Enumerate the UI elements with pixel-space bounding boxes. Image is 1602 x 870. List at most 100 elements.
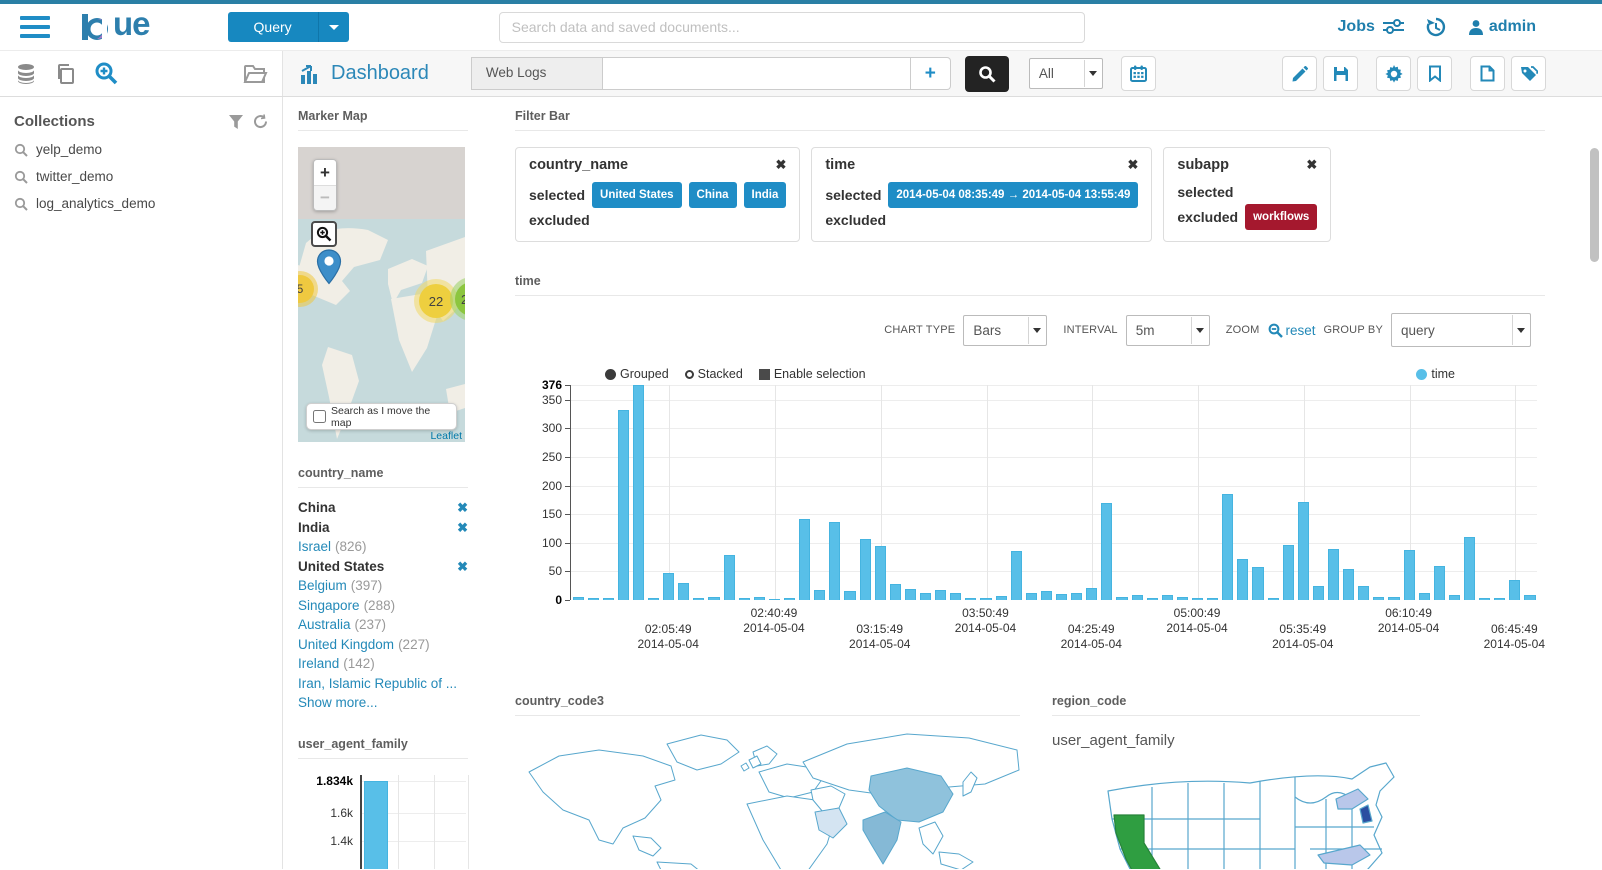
marker-cluster-mid[interactable]: 22 [419, 284, 453, 318]
open-folder-icon[interactable] [242, 62, 268, 86]
facet-value-link[interactable]: United Kingdom [298, 636, 395, 652]
filter-chip[interactable]: United States [592, 182, 682, 208]
bar[interactable] [1161, 595, 1173, 600]
bar[interactable] [1176, 596, 1188, 600]
bar[interactable] [693, 598, 705, 600]
bookmark-button[interactable] [1417, 56, 1452, 91]
filter-chip[interactable]: 2014-05-04 08:35:49 → 2014-05-04 13:55:4… [888, 182, 1139, 208]
tags-button[interactable] [1511, 56, 1546, 91]
bar[interactable] [784, 598, 796, 600]
bar[interactable] [965, 598, 977, 600]
bar[interactable] [678, 583, 690, 600]
bar[interactable] [920, 593, 932, 600]
database-icon[interactable] [14, 62, 38, 86]
legend-series-time[interactable]: time [1416, 367, 1455, 381]
bar[interactable] [995, 596, 1007, 600]
calendar-button[interactable] [1120, 56, 1156, 91]
facet-value-selected[interactable]: China [298, 500, 336, 515]
bar[interactable] [1524, 595, 1536, 600]
facet-remove-icon[interactable]: ✖ [457, 558, 468, 574]
marker-cluster-left-ring[interactable]: 5 [298, 271, 318, 307]
bar[interactable] [663, 572, 675, 600]
group-by-select[interactable]: query [1391, 313, 1531, 347]
leaflet-attribution-link[interactable]: Leaflet [430, 430, 462, 442]
query-dropdown-caret[interactable] [317, 12, 349, 42]
bar[interactable] [1418, 593, 1430, 600]
new-document-button[interactable] [1470, 56, 1505, 91]
bar[interactable] [829, 521, 841, 600]
map-magnifier-button[interactable] [311, 221, 337, 247]
map-zoom-in-button[interactable]: + [314, 160, 336, 185]
bar[interactable] [1131, 594, 1143, 600]
collection-item[interactable]: yelp_demo [14, 142, 268, 157]
settings-gear-button[interactable] [1376, 56, 1411, 91]
marker-cluster-left[interactable]: 5 [298, 275, 314, 303]
dashboard-query-input[interactable] [602, 57, 911, 90]
bar[interactable] [1222, 494, 1234, 600]
bar[interactable] [844, 591, 856, 600]
facet-value-selected[interactable]: United States [298, 558, 385, 574]
bar[interactable] [1282, 545, 1294, 600]
bar[interactable] [1312, 585, 1324, 600]
zoom-in-icon[interactable] [94, 61, 119, 86]
us-states-map[interactable] [1090, 757, 1420, 869]
bar[interactable] [904, 589, 917, 600]
marker-map[interactable]: + − 5 [298, 147, 465, 442]
bar[interactable] [1191, 598, 1204, 600]
bar[interactable] [708, 596, 720, 600]
search-as-move-checkbox[interactable] [313, 410, 326, 423]
bar[interactable] [1010, 551, 1022, 600]
bar[interactable] [648, 598, 660, 600]
bar[interactable] [1207, 598, 1219, 600]
bar[interactable] [1297, 502, 1309, 600]
bar[interactable] [1373, 596, 1385, 600]
facet-remove-icon[interactable]: ✖ [457, 500, 468, 515]
bar[interactable] [799, 518, 811, 600]
bar[interactable] [1116, 597, 1128, 600]
facet-value-selected[interactable]: India [298, 519, 330, 535]
filter-close-icon[interactable]: ✖ [1127, 157, 1139, 172]
zoom-reset-link[interactable]: reset [1268, 323, 1316, 338]
facet-value-link[interactable]: Belgium [298, 578, 347, 593]
facet-value-link[interactable]: Israel [298, 539, 332, 554]
legend-stacked[interactable]: Stacked [684, 367, 743, 381]
bar[interactable] [814, 590, 826, 600]
add-filter-button[interactable]: + [910, 57, 951, 90]
query-button[interactable]: Query [227, 12, 318, 42]
bar[interactable] [1267, 598, 1279, 600]
bar[interactable] [1040, 590, 1052, 600]
filter-chip[interactable]: India [743, 182, 787, 208]
global-search-input[interactable] [498, 11, 1085, 43]
bar[interactable] [364, 780, 388, 869]
bar[interactable] [1056, 593, 1068, 600]
bar[interactable] [980, 597, 992, 600]
bar[interactable] [889, 584, 901, 600]
filter-close-icon[interactable]: ✖ [1306, 157, 1318, 172]
bar[interactable] [1358, 585, 1370, 600]
bar[interactable] [572, 596, 584, 600]
bar[interactable] [1448, 594, 1460, 600]
bar[interactable] [753, 596, 765, 600]
bar[interactable] [1086, 588, 1098, 600]
bar[interactable] [1101, 502, 1113, 600]
user-menu[interactable]: admin [1468, 18, 1536, 36]
filter-funnel-icon[interactable] [229, 114, 243, 129]
marker-cluster-mid-ring[interactable]: 22 [414, 279, 458, 323]
hue-logo[interactable]: ue [78, 5, 151, 44]
facet-value-link[interactable]: Ireland [298, 656, 340, 671]
bar[interactable] [950, 593, 962, 600]
query-split-button[interactable]: Query [227, 12, 349, 42]
bar[interactable] [1327, 549, 1340, 600]
bar[interactable] [935, 590, 947, 600]
bar[interactable] [1433, 565, 1445, 600]
filter-close-icon[interactable]: ✖ [775, 157, 787, 172]
jobs-link[interactable]: Jobs [1338, 18, 1404, 36]
facet-value-link[interactable]: Singapore [298, 597, 360, 613]
bar[interactable] [1071, 592, 1083, 600]
history-icon[interactable] [1426, 17, 1446, 37]
collection-item[interactable]: log_analytics_demo [14, 196, 268, 211]
hamburger-menu-icon[interactable] [20, 16, 50, 38]
filter-chip[interactable]: workflows [1245, 204, 1318, 230]
world-map[interactable] [515, 724, 1020, 869]
run-search-button[interactable] [964, 55, 1009, 92]
